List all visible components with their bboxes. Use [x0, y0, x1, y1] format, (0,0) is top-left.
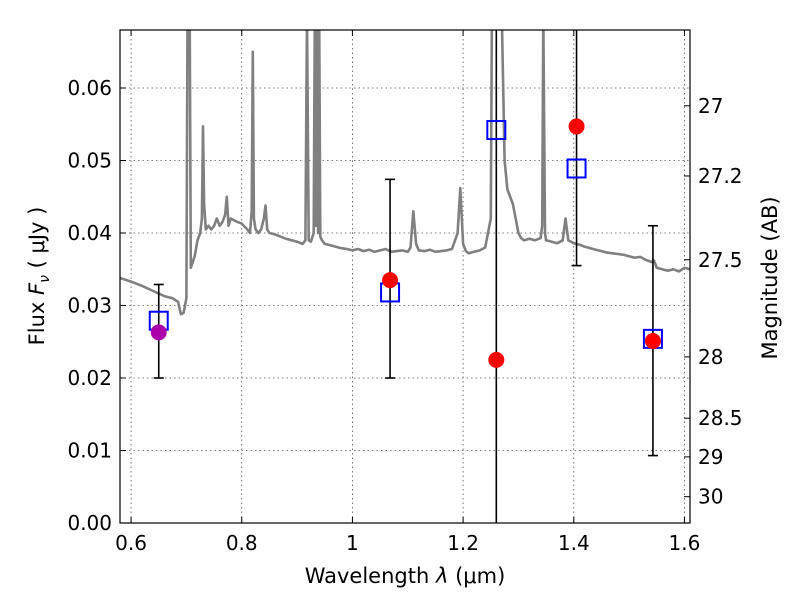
y2-axis-label: Magnitude (AB) [758, 196, 782, 359]
y-tick-label: 0.05 [67, 149, 112, 173]
y-tick-label: 0.04 [67, 221, 112, 245]
mag-tick-label: 27.2 [698, 164, 743, 188]
plot-frame [119, 29, 691, 524]
grid-lines [120, 30, 690, 524]
observed-flux-point [150, 324, 167, 341]
x-tick-label: 1.6 [669, 531, 701, 555]
x-tick-label: 1.4 [558, 531, 590, 555]
mag-tick-label: 27.5 [698, 248, 743, 272]
observed-flux-point [488, 351, 505, 368]
y-tick-label: 0.03 [67, 294, 112, 318]
x-tick-label: 1 [346, 531, 359, 555]
mag-tick-label: 29 [698, 445, 723, 469]
axis-ticks: 0.6 0.8 1 1.2 1.4 1.6 0.00 0.01 0.02 0.03 0.04 0.05… [67, 30, 743, 555]
model-photometry-square [566, 158, 587, 179]
x-tick-label: 1.2 [447, 531, 479, 555]
observed-flux-point [382, 272, 399, 289]
mag-tick-label: 30 [698, 485, 723, 509]
y-tick-label: 0.06 [67, 76, 112, 100]
y-axis-label: Flux Fν ( μJy ) [25, 207, 53, 346]
mag-tick-label: 28 [698, 345, 723, 369]
data-markers [148, 30, 663, 523]
observed-flux-point [644, 333, 661, 350]
y-tick-label: 0.00 [67, 511, 112, 535]
observed-flux-point [568, 118, 585, 135]
x-tick-label: 0.8 [226, 531, 258, 555]
mag-tick-label: 27 [698, 94, 723, 118]
plot-area [120, 30, 690, 316]
model-photometry-square [486, 120, 507, 141]
y-tick-label: 0.01 [67, 439, 112, 463]
x-tick-label: 0.6 [115, 531, 147, 555]
model-spectrum-line [120, 30, 690, 316]
y-tick-label: 0.02 [67, 366, 112, 390]
mag-tick-label: 28.5 [698, 406, 743, 430]
x-axis-label: Wavelength λ (μm) [305, 564, 506, 588]
